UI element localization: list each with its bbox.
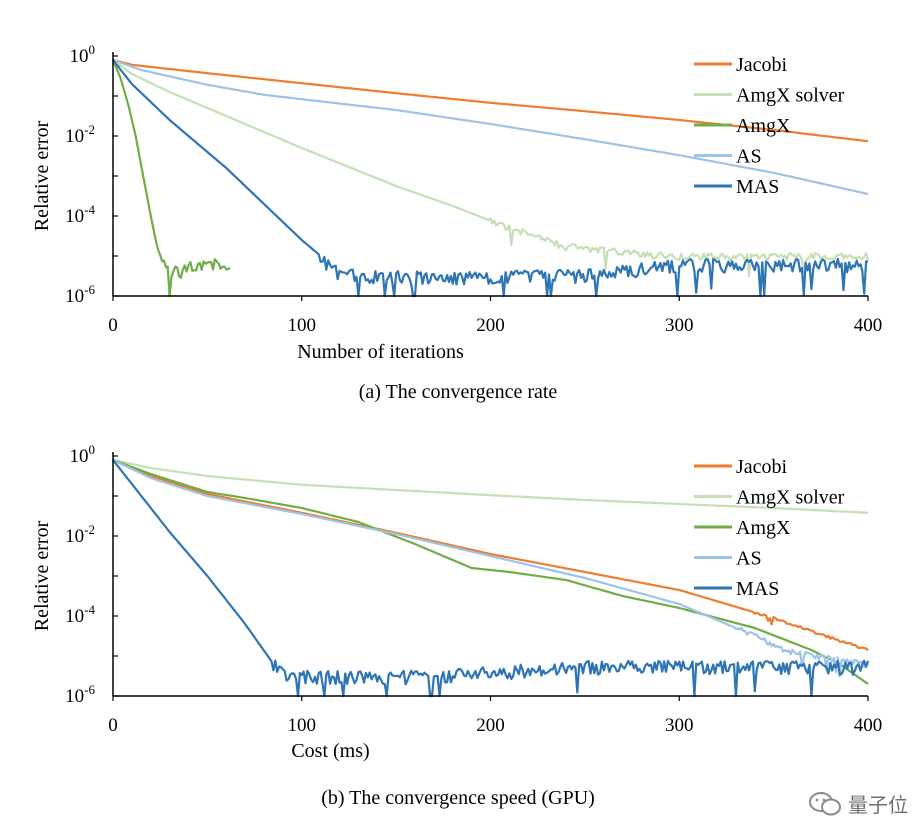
x-axis-title: Number of iterations <box>297 341 464 363</box>
legend-label: Jacobi <box>736 456 788 478</box>
x-tick-label: 200 <box>476 715 505 736</box>
x-tick-label: 0 <box>108 715 118 736</box>
y-tick-label: 100 <box>70 42 96 67</box>
series-line-mas <box>112 59 868 298</box>
y-tick-label: 100 <box>70 442 96 467</box>
x-tick-label: 400 <box>854 315 883 336</box>
y-tick-label: 10-4 <box>65 602 95 627</box>
x-tick-label: 300 <box>665 715 694 736</box>
series-line-jacobi <box>112 58 869 143</box>
chart-panel-b: 100 10-2 10-4 10-6 0 100 200 300 400 Cost (ms) Rel… <box>31 442 882 809</box>
legend: Jacobi AmgX solver AmgX AS MAS <box>694 54 845 198</box>
x-tick-label: 0 <box>108 315 118 336</box>
legend-label: AmgX <box>736 517 791 539</box>
watermark-text: 量子位 <box>848 793 908 817</box>
x-tick-label: 100 <box>288 715 317 736</box>
chart-panel-a: 100 10-2 10-4 10-6 0 100 200 300 400 Number of it… <box>31 42 882 403</box>
legend-label: AmgX solver <box>736 487 845 509</box>
y-tick-label: 10-6 <box>65 282 95 307</box>
series-line-amgx-solver <box>112 458 869 514</box>
legend-label: AmgX solver <box>736 85 845 107</box>
figure-caption: (b) The convergence speed (GPU) <box>321 787 595 809</box>
y-tick-label: 10-2 <box>65 122 95 147</box>
series-line-amgx <box>111 59 231 298</box>
y-axis-title: Relative error <box>31 120 53 231</box>
series-line-amgx <box>112 458 869 685</box>
watermark: 量子位 <box>808 789 908 818</box>
x-axis-title: Cost (ms) <box>291 740 369 762</box>
x-tick-label: 100 <box>288 315 317 336</box>
y-tick-label: 10-2 <box>65 522 95 547</box>
y-axis-title: Relative error <box>31 520 53 631</box>
legend-label: AS <box>736 548 762 570</box>
legend-label: AmgX <box>736 115 791 137</box>
legend: Jacobi AmgX solver AmgX AS MAS <box>694 456 845 600</box>
y-tick-label: 10-6 <box>65 682 95 707</box>
series-line-jacobi <box>112 458 869 652</box>
legend-label: MAS <box>736 176 779 198</box>
legend-label: MAS <box>736 578 779 600</box>
x-tick-label: 200 <box>476 315 505 336</box>
figure-caption: (a) The convergence rate <box>359 381 558 403</box>
series-line-as <box>112 58 869 196</box>
series-line-as <box>112 459 869 678</box>
y-tick-label: 10-4 <box>65 202 95 227</box>
x-tick-label: 400 <box>854 715 883 736</box>
series-line-amgx-solver <box>112 59 870 278</box>
x-tick-label: 300 <box>665 315 694 336</box>
wechat-icon <box>809 791 841 815</box>
series-line-mas <box>112 459 870 698</box>
legend-label: AS <box>736 146 762 168</box>
legend-label: Jacobi <box>736 54 788 76</box>
